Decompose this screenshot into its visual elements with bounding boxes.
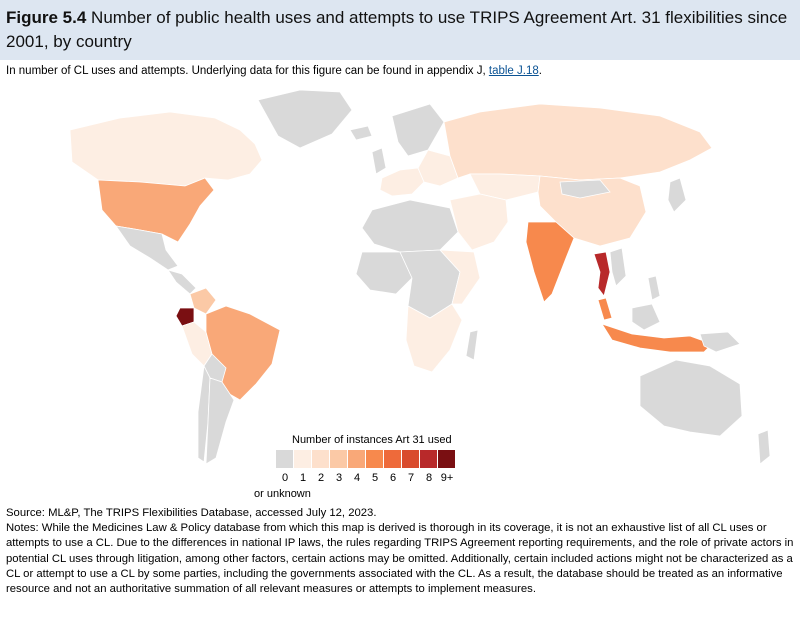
- map-region-north-africa: [361, 199, 459, 253]
- legend-tick: 4: [353, 472, 361, 484]
- figure-label: Figure 5.4: [6, 8, 87, 27]
- map-legend: Number of instances Art 31 used 0 1 2 3 …: [254, 432, 476, 502]
- map-region-vietnam: [609, 247, 627, 287]
- legend-swatch-2: [312, 450, 329, 468]
- map-region-thailand: [593, 251, 611, 297]
- legend-swatch-3: [330, 450, 347, 468]
- legend-swatches: [276, 450, 456, 468]
- map-region-mongolia: [559, 179, 611, 199]
- map-region-iceland: [349, 125, 373, 141]
- map-region-west-europe: [379, 167, 425, 197]
- map-region-australia: [639, 359, 743, 437]
- legend-tick: 7: [407, 472, 415, 484]
- map-region-indonesia: [601, 323, 713, 353]
- table-j18-link[interactable]: table J.18: [488, 65, 539, 77]
- legend-swatch-5: [366, 450, 383, 468]
- map-region-madagascar: [465, 329, 479, 361]
- figure-title-text: Number of public health uses and attempt…: [6, 8, 788, 51]
- legend-tick: 3: [335, 472, 343, 484]
- legend-swatch-8: [420, 450, 437, 468]
- legend-swatch-6: [384, 450, 401, 468]
- legend-ticks: 0 1 2 3 4 5 6 7 8 9+: [276, 472, 456, 484]
- map-region-middle-east: [449, 193, 509, 251]
- legend-tick: 5: [371, 472, 379, 484]
- notes-text: Notes: While the Medicines Law & Policy …: [6, 522, 794, 596]
- map-region-argentina: [205, 377, 235, 465]
- map-region-brazil: [205, 305, 281, 401]
- map-region-east-africa: [439, 249, 481, 305]
- legend-tick: 2: [317, 472, 325, 484]
- map-region-greenland: [257, 89, 353, 149]
- world-map: [69, 89, 771, 465]
- source-note: Source: ML&P, The TRIPS Flexibilities Da…: [6, 507, 377, 519]
- figure-subtitle: In number of CL uses and attempts. Under…: [6, 64, 542, 78]
- legend-unknown-label: or unknown: [254, 488, 311, 500]
- legend-swatch-4: [348, 450, 365, 468]
- map-region-uk: [371, 147, 387, 175]
- map-region-japan: [667, 177, 687, 213]
- map-region-canada: [69, 111, 263, 187]
- subtitle-text: In number of CL uses and attempts. Under…: [6, 65, 486, 77]
- legend-tick: 0: [281, 472, 289, 484]
- figure-title: Figure 5.4 Number of public health uses …: [6, 6, 792, 54]
- map-region-scandinavia: [391, 103, 445, 157]
- legend-swatch-9: [438, 450, 455, 468]
- map-region-papua: [699, 331, 741, 353]
- map-region-russia: [443, 103, 713, 181]
- map-region-central-america: [167, 269, 197, 295]
- legend-title: Number of instances Art 31 used: [292, 434, 452, 446]
- map-region-india: [525, 221, 575, 303]
- map-region-southern-africa: [405, 303, 463, 373]
- subtitle-period: .: [538, 65, 542, 77]
- map-region-malaysia: [597, 297, 613, 321]
- legend-swatch-0: [276, 450, 293, 468]
- legend-swatch-7: [402, 450, 419, 468]
- legend-tick: 1: [299, 472, 307, 484]
- legend-tick: 8: [425, 472, 433, 484]
- figure-title-box: Figure 5.4 Number of public health uses …: [0, 0, 800, 60]
- map-region-borneo: [631, 303, 661, 331]
- figure-footer: Source: ML&P, The TRIPS Flexibilities Da…: [6, 506, 796, 597]
- map-region-united-states: [97, 177, 215, 243]
- map-region-mexico: [115, 225, 179, 271]
- map-region-philippines: [647, 275, 661, 301]
- map-region-colombia: [189, 287, 217, 315]
- legend-tick: 6: [389, 472, 397, 484]
- legend-swatch-1: [294, 450, 311, 468]
- legend-tick: 9+: [440, 472, 454, 484]
- map-region-new-zealand: [757, 429, 771, 465]
